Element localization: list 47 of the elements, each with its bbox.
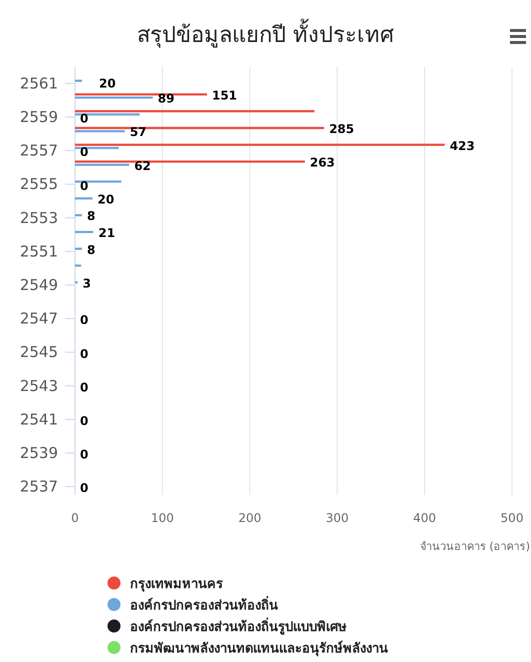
annotation: 20	[99, 76, 116, 90]
data-label: 0	[80, 112, 88, 126]
data-label: 21	[98, 226, 116, 240]
data-label: 263	[310, 156, 335, 170]
x-tick-label: 500	[500, 511, 524, 525]
data-label: 3	[82, 276, 91, 290]
y-tick-label: 2543	[20, 376, 58, 395]
legend-label: องค์กรปกครองส่วนท้องถิ่น	[130, 596, 278, 614]
y-tick-label: 2555	[20, 175, 58, 194]
data-label: 8	[86, 242, 96, 257]
data-label: 57	[130, 125, 147, 140]
y-tick-label: 2539	[20, 444, 58, 462]
y-tick-label: 2553	[20, 208, 58, 227]
data-label: 0	[80, 380, 88, 394]
x-tick-label: 100	[150, 511, 174, 525]
x-tick-label: 200	[238, 511, 262, 525]
x-axis-title: จำนวนอาคาร (อาคาร)	[420, 540, 530, 553]
data-label: 8	[86, 209, 96, 224]
y-tick-label: 2549	[20, 276, 58, 294]
legend-label: กรุงเทพมหานคร	[130, 577, 223, 592]
data-label: 62	[134, 158, 151, 173]
data-label: 0	[80, 178, 88, 193]
y-tick-label: 2537	[20, 478, 58, 496]
data-label: 0	[80, 448, 88, 462]
x-tick-label: 0	[71, 511, 79, 525]
data-label: 0	[80, 414, 88, 428]
y-tick-label: 2557	[20, 142, 58, 160]
data-label: 151	[212, 88, 238, 102]
legend-label: องค์กรปกครองส่วนท้องถิ่นรูปแบบพิเศษ	[130, 617, 347, 635]
data-label: 0	[80, 145, 88, 160]
data-label: 0	[80, 481, 88, 496]
y-tick-label: 2545	[20, 343, 58, 362]
y-tick-label: 2541	[20, 410, 58, 428]
y-tick-label: 2559	[20, 108, 58, 126]
y-tick-label: 2561	[20, 74, 58, 92]
data-label: 20	[97, 192, 114, 206]
chart-title: สรุปข้อมูลแยกปี ทั้งประเทศ	[137, 19, 394, 48]
data-label: 0	[80, 346, 88, 361]
y-tick-label: 2547	[20, 310, 58, 328]
data-label: 89	[158, 92, 174, 106]
data-label: 423	[450, 138, 475, 153]
data-label: 285	[329, 122, 354, 136]
x-tick-label: 300	[326, 511, 349, 525]
data-label: 0	[80, 313, 88, 328]
legend-label: กรมพัฒนาพลังงานทดแทนและอนุรักษ์พลังงาน	[130, 640, 388, 656]
x-tick-label: 400	[413, 511, 436, 525]
y-tick-label: 2551	[20, 242, 58, 260]
